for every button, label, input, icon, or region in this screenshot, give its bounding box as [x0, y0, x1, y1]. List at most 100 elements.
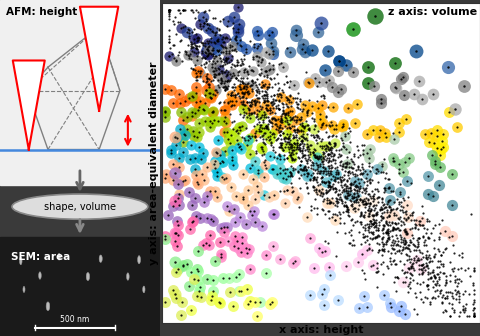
Point [392, 243, 400, 248]
Point [162, 114, 169, 119]
Point [446, 289, 454, 294]
Point [319, 152, 327, 157]
Point [239, 78, 246, 84]
Point [192, 195, 199, 200]
Point [290, 134, 298, 140]
Point [256, 122, 264, 128]
Point [368, 212, 376, 217]
Point [236, 37, 243, 43]
Point [261, 82, 269, 87]
Point [395, 130, 403, 135]
Point [285, 111, 292, 116]
Point [284, 122, 291, 127]
Point [320, 302, 327, 307]
Point [324, 200, 331, 205]
Point [220, 69, 228, 75]
Point [333, 171, 340, 177]
Point [332, 196, 340, 201]
Point [255, 109, 263, 114]
Point [348, 216, 356, 221]
Point [378, 196, 386, 201]
Point [360, 270, 368, 276]
Point [390, 257, 398, 263]
Point [284, 155, 291, 161]
Point [368, 263, 375, 269]
Point [267, 94, 275, 99]
Point [208, 29, 216, 34]
Point [373, 234, 381, 239]
Point [185, 283, 193, 288]
Point [323, 158, 330, 163]
Point [189, 203, 196, 208]
Point [336, 159, 344, 164]
Point [232, 48, 240, 53]
Point [245, 90, 253, 95]
Point [179, 262, 187, 268]
Point [394, 239, 402, 244]
Point [203, 75, 211, 80]
Point [256, 115, 264, 121]
Point [192, 213, 200, 218]
Point [206, 90, 214, 96]
Point [210, 73, 218, 79]
Point [236, 21, 243, 26]
Point [419, 216, 426, 221]
Point [344, 106, 351, 111]
Point [232, 37, 240, 42]
Point [253, 77, 261, 82]
X-axis label: x axis: height: x axis: height [279, 325, 363, 335]
Point [296, 142, 303, 147]
Point [240, 92, 248, 97]
Point [384, 199, 391, 204]
Point [323, 80, 330, 85]
Point [240, 83, 248, 88]
Point [309, 149, 317, 155]
Point [435, 221, 443, 227]
Point [363, 305, 371, 310]
Point [210, 288, 217, 293]
Point [212, 87, 219, 93]
Point [253, 89, 261, 94]
Point [419, 267, 426, 272]
Point [441, 282, 448, 287]
Point [234, 4, 242, 9]
Point [470, 265, 478, 270]
Point [185, 189, 192, 195]
Point [361, 222, 369, 228]
Point [326, 200, 334, 205]
Point [374, 188, 382, 194]
Point [259, 133, 267, 138]
Point [329, 173, 337, 178]
Point [353, 196, 361, 201]
Point [324, 182, 332, 188]
Point [281, 118, 288, 124]
Point [398, 207, 406, 213]
Point [347, 232, 355, 238]
Point [209, 109, 216, 115]
Point [304, 123, 312, 128]
Point [305, 156, 312, 162]
Point [174, 52, 182, 57]
Point [314, 162, 322, 168]
Point [351, 187, 359, 192]
Point [308, 159, 315, 164]
Point [369, 229, 377, 234]
Point [191, 49, 198, 54]
Point [378, 164, 386, 169]
Point [399, 209, 407, 215]
Point [352, 178, 360, 183]
Point [304, 141, 312, 146]
Point [169, 203, 177, 208]
Point [352, 184, 360, 190]
Point [173, 244, 180, 249]
Point [300, 106, 307, 112]
Point [422, 230, 430, 235]
Point [326, 184, 334, 189]
Point [348, 201, 356, 207]
Point [313, 192, 321, 197]
Point [173, 218, 180, 223]
Point [408, 263, 415, 269]
Point [276, 188, 283, 194]
Point [433, 145, 441, 151]
Point [260, 151, 268, 156]
